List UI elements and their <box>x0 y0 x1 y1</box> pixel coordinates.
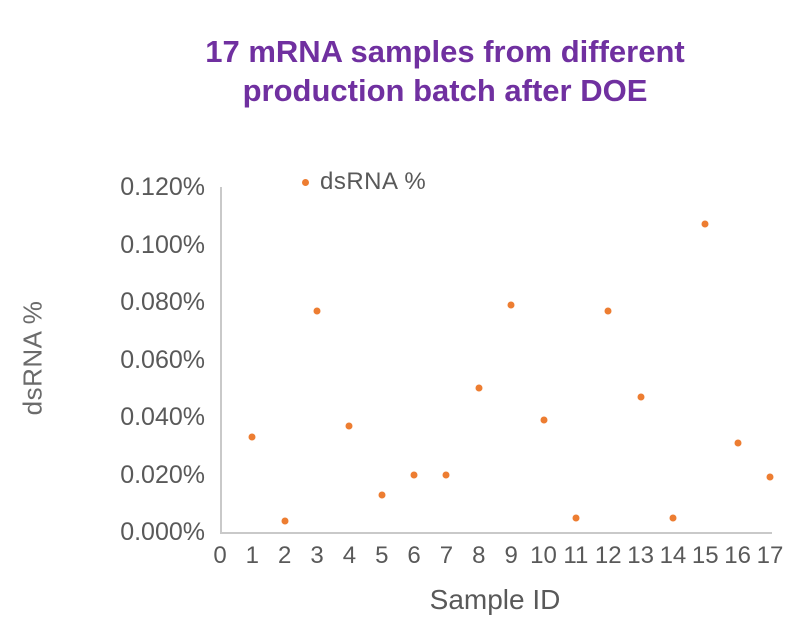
data-point-sample-7 <box>442 471 450 478</box>
legend: dsRNA % <box>302 168 426 196</box>
data-point-sample-17 <box>766 473 774 481</box>
data-point-sample-12 <box>604 307 612 315</box>
data-point-sample-8 <box>475 384 483 392</box>
x-axis-tick-label: 0 <box>213 542 227 569</box>
x-axis-title: Sample ID <box>429 584 561 615</box>
data-point-sample-11 <box>572 514 580 522</box>
chart-title-line2: production batch after DOE <box>242 73 648 108</box>
data-point-sample-2 <box>281 517 289 524</box>
x-axis-tick-label: 6 <box>407 542 421 569</box>
x-axis-tick-label: 11 <box>563 542 589 569</box>
x-axis-tick-label: 2 <box>278 542 292 569</box>
x-axis-tick-label: 15 <box>691 542 719 569</box>
data-point-sample-9 <box>507 301 515 309</box>
legend-label: dsRNA % <box>320 168 427 195</box>
plot-area <box>220 187 772 534</box>
data-point-sample-1 <box>248 433 256 441</box>
data-point-sample-10 <box>540 416 548 424</box>
x-axis-tick-label: 17 <box>756 542 784 569</box>
y-axis-tick-label: 0.120% <box>120 173 205 201</box>
x-axis-tick-label: 12 <box>594 542 622 569</box>
x-axis-tick-label: 8 <box>472 542 486 569</box>
chart-title-line1: 17 mRNA samples from different <box>205 34 685 69</box>
data-point-sample-4 <box>345 422 353 430</box>
x-axis-tick-label: 4 <box>342 542 357 569</box>
x-axis-tick-label: 16 <box>724 542 751 569</box>
data-point-sample-13 <box>637 393 645 401</box>
y-axis-tick-label: 0.080% <box>120 288 205 316</box>
data-point-sample-16 <box>734 439 742 447</box>
x-axis-tick-label: 10 <box>530 542 557 569</box>
legend-marker-dot-icon <box>302 178 309 186</box>
y-axis-tick-label: 0.020% <box>120 460 205 489</box>
x-axis-tick-label: 14 <box>659 542 687 569</box>
y-axis-tick-label: 0.000% <box>120 518 205 546</box>
chart-title: 17 mRNA samples from different productio… <box>95 32 795 110</box>
data-point-sample-14 <box>669 514 677 522</box>
x-axis-tick-label: 5 <box>375 542 389 569</box>
data-point-sample-6 <box>410 471 418 478</box>
x-axis-tick-label: 1 <box>245 542 260 569</box>
x-axis-tick-label: 7 <box>439 542 454 569</box>
y-axis-tick-label: 0.100% <box>120 230 205 259</box>
y-axis-tick-label: 0.060% <box>120 345 205 374</box>
x-axis-tick-label: 3 <box>310 542 324 569</box>
y-axis-title: dsRNA % <box>17 300 48 416</box>
y-axis-tick-label: 0.040% <box>120 403 205 431</box>
x-axis-tick-label: 13 <box>627 542 654 569</box>
data-point-sample-15 <box>701 220 709 228</box>
x-axis-tick-label: 9 <box>504 542 518 569</box>
data-point-sample-3 <box>313 307 321 315</box>
data-point-sample-5 <box>378 491 386 499</box>
